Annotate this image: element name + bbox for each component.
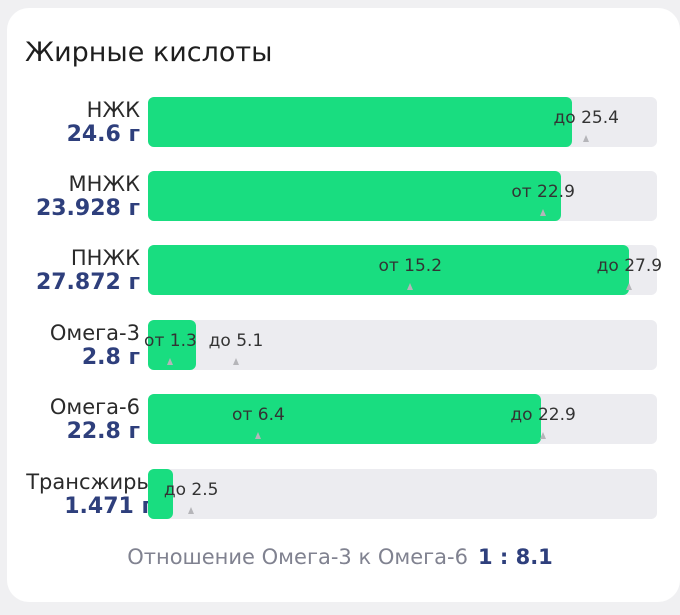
marker-triangle-icon	[232, 358, 239, 365]
nutrient-name: НЖК	[86, 98, 140, 122]
nutrient-name: МНЖК	[68, 172, 140, 196]
norm-marker-label: от 15.2	[378, 256, 443, 276]
nutrient-row: МНЖК 23.928 г от 22.9	[0, 171, 680, 221]
marker-triangle-icon	[255, 432, 262, 439]
nutrient-name: Омега-6	[49, 395, 140, 419]
nutrient-row: Омега-3 2.8 г от 1.3 до 5.1	[0, 320, 680, 370]
nutrient-label: Омега-3 2.8 г	[50, 320, 140, 370]
norm-marker-label: до 2.5	[163, 480, 219, 500]
norm-marker-label: до 22.9	[510, 405, 576, 425]
nutrient-row: НЖК 24.6 г до 25.4	[0, 97, 680, 147]
progress-track: от 6.4 до 22.9	[148, 394, 657, 444]
nutrient-amount: 2.8 г	[81, 345, 140, 370]
nutrient-amount: 1.471 г	[64, 494, 153, 519]
nutrient-name: ПНЖК	[70, 246, 140, 270]
progress-track: от 15.2 до 27.9	[148, 245, 662, 295]
nutrient-amount: 27.872 г	[35, 270, 140, 295]
progress-track: до 2.5	[148, 469, 657, 519]
nutrient-label: МНЖК 23.928 г	[36, 171, 140, 221]
norm-marker-label: от 22.9	[511, 182, 575, 202]
card-title: Жирные кислоты	[25, 37, 273, 68]
norm-marker-label: до 25.4	[553, 108, 619, 128]
nutrient-amount: 24.6 г	[66, 122, 140, 147]
nutrient-label: НЖК 24.6 г	[67, 97, 140, 147]
marker-triangle-icon	[407, 283, 414, 290]
progress-fill	[148, 245, 629, 295]
progress-track: от 1.3 до 5.1	[144, 320, 657, 370]
omega-ratio-value: 1 : 8.1	[477, 545, 553, 569]
progress-fill	[148, 97, 573, 147]
progress-track: до 25.4	[148, 97, 657, 147]
nutrient-row: Трансжиры 1.471 г до 2.5	[0, 469, 680, 519]
nutrient-amount: 22.8 г	[66, 419, 140, 444]
norm-marker-label: до 27.9	[596, 256, 663, 276]
nutrient-label: Трансжиры 1.471 г	[25, 469, 153, 519]
marker-triangle-icon	[583, 135, 590, 142]
norm-marker-label: до 5.1	[208, 331, 264, 351]
nutrient-name: Омега-3	[49, 321, 140, 345]
progress-fill	[148, 171, 561, 221]
norm-marker-label: от 1.3	[144, 331, 197, 351]
nutrient-amount: 23.928 г	[35, 196, 140, 221]
omega-ratio: Отношение Омега-3 к Омега-6 1 : 8.1	[0, 545, 680, 569]
omega-ratio-label: Отношение Омега-3 к Омега-6	[127, 545, 468, 569]
marker-triangle-icon	[540, 432, 547, 439]
nutrient-label: ПНЖК 27.872 г	[36, 245, 140, 295]
progress-fill	[148, 469, 174, 519]
marker-triangle-icon	[188, 507, 195, 514]
progress-fill	[148, 394, 542, 444]
nutrient-row: Омега-6 22.8 г от 6.4 до 22.9	[0, 394, 680, 444]
nutrient-name: Трансжиры	[26, 470, 153, 494]
marker-triangle-icon	[626, 283, 633, 290]
progress-track: от 22.9	[148, 171, 657, 221]
nutrient-label: Омега-6 22.8 г	[50, 394, 140, 444]
marker-triangle-icon	[540, 209, 547, 216]
norm-marker-label: от 6.4	[232, 405, 285, 425]
marker-triangle-icon	[167, 358, 174, 365]
nutrient-row: ПНЖК 27.872 г от 15.2 до 27.9	[0, 245, 680, 295]
